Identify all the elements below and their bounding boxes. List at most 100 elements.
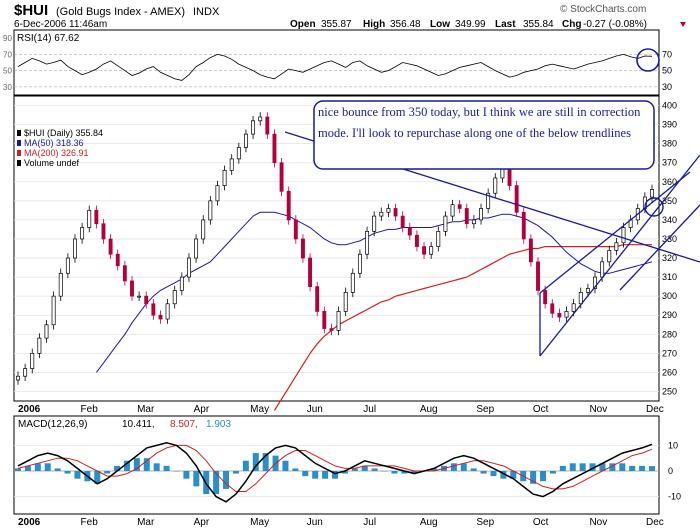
price-candle [386,208,391,213]
price-tick: 370 [662,158,677,168]
price-candle [65,257,70,274]
rsi-tick-left: 30 [3,83,12,92]
x-label: Dec [646,404,664,415]
price-candle [44,324,49,339]
macd-histogram-bar [530,471,537,484]
price-candle [486,192,491,209]
price-candle [471,219,476,225]
price-candle [16,375,20,381]
x-label: May [250,404,269,415]
x-label: Sep [476,404,494,415]
macd-histogram-bar [252,453,259,471]
macd-histogram-bar [223,471,230,489]
macd-histogram-bar [500,471,507,479]
macd-histogram-bar [322,471,329,479]
macd-histogram-bar [401,471,408,474]
macd-tick: 10 [668,440,678,450]
x-label: 2006 [18,404,41,415]
legend-entry: MA(200) 326.91 [24,148,89,158]
price-candle [621,227,626,244]
rsi-highlight-circle [636,48,660,72]
macd-histogram-bar [629,465,636,471]
macd-histogram-bar [312,471,319,479]
price-tick: 310 [662,272,677,282]
x-label: Jul [363,404,376,415]
price-candle [258,116,263,122]
price-candle [457,204,462,209]
macd-signal-line [17,444,653,492]
macd-histogram-bar [460,463,467,471]
price-candle [350,272,355,293]
price-candle [493,177,498,194]
macd-histogram-bar [24,465,31,471]
price-tick: 260 [662,367,677,377]
price-candle [201,219,206,240]
quote-bar: Open 355.87 High 356.48 Low 349.99 Last … [290,19,686,30]
rsi-tick: 30 [662,82,672,92]
macd-histogram-bar [153,463,160,471]
macd-histogram-bar [470,468,477,471]
price-candle [73,238,77,259]
rsi-tick: 50 [662,66,672,76]
price-tick: 350 [662,196,677,206]
annotation-box [313,100,655,170]
macd-histogram-bar [74,471,81,479]
chg-value: -0.27 (-0.08%) [583,19,647,30]
price-candle [286,190,291,221]
macd-histogram-bar [351,468,358,471]
channel-lower-trendline [539,154,700,357]
macd-histogram-bar [569,463,576,471]
price-candle [464,208,469,225]
macd-histogram-bar [282,460,289,471]
x-label: May [250,517,269,528]
macd-histogram-bar [193,471,200,487]
price-tick: 290 [662,310,677,320]
price-candle [564,311,569,318]
price-tick: 400 [662,101,677,111]
macd-histogram-bar [371,468,378,471]
price-candle [536,261,540,291]
price-highlight-circle [644,197,664,217]
macd-tick: -10 [668,492,681,502]
macd-histogram-bar [302,471,309,477]
x-label: Feb [81,404,99,415]
legend-entry: $HUI (Daily) 355.84 [24,128,103,138]
rsi-tick-left: 70 [3,50,12,59]
price-candle [165,303,170,320]
price-candle [51,295,56,326]
price-candle [336,311,341,331]
price-candle [443,215,448,232]
last-value: 355.84 [523,19,554,30]
macd-histogram-bar [64,471,71,474]
price-candle [650,189,654,198]
macd-histogram-bar [381,471,388,472]
price-candle [108,238,113,255]
watermark: © StockCharts.com [560,4,646,15]
x-label: Oct [533,517,549,528]
macd-histogram-bar [599,463,606,471]
price-candle [229,158,234,171]
x-label: Aug [420,404,438,415]
price-candle [30,352,35,369]
price-candle [607,250,612,263]
rsi-tick-left: 50 [3,67,12,76]
price-candle [222,169,227,186]
price-candle [101,223,106,240]
price-candle [429,246,434,255]
price-candle [614,242,619,251]
rsi-panel [13,29,660,96]
x-label: Nov [589,404,607,415]
price-candle [272,133,277,164]
price-candle [172,290,177,305]
price-candle [122,265,127,282]
support-trendline [619,204,700,291]
price-candle [329,328,334,331]
rsi-label: RSI(14) 67.62 [17,33,80,44]
price-candle [393,208,398,217]
price-candle [550,303,555,314]
x-label: Sep [476,517,494,528]
macd-line [17,442,653,503]
macd-histogram-bar [292,468,299,471]
x-label: Feb [81,517,99,528]
price-candle [265,116,270,135]
